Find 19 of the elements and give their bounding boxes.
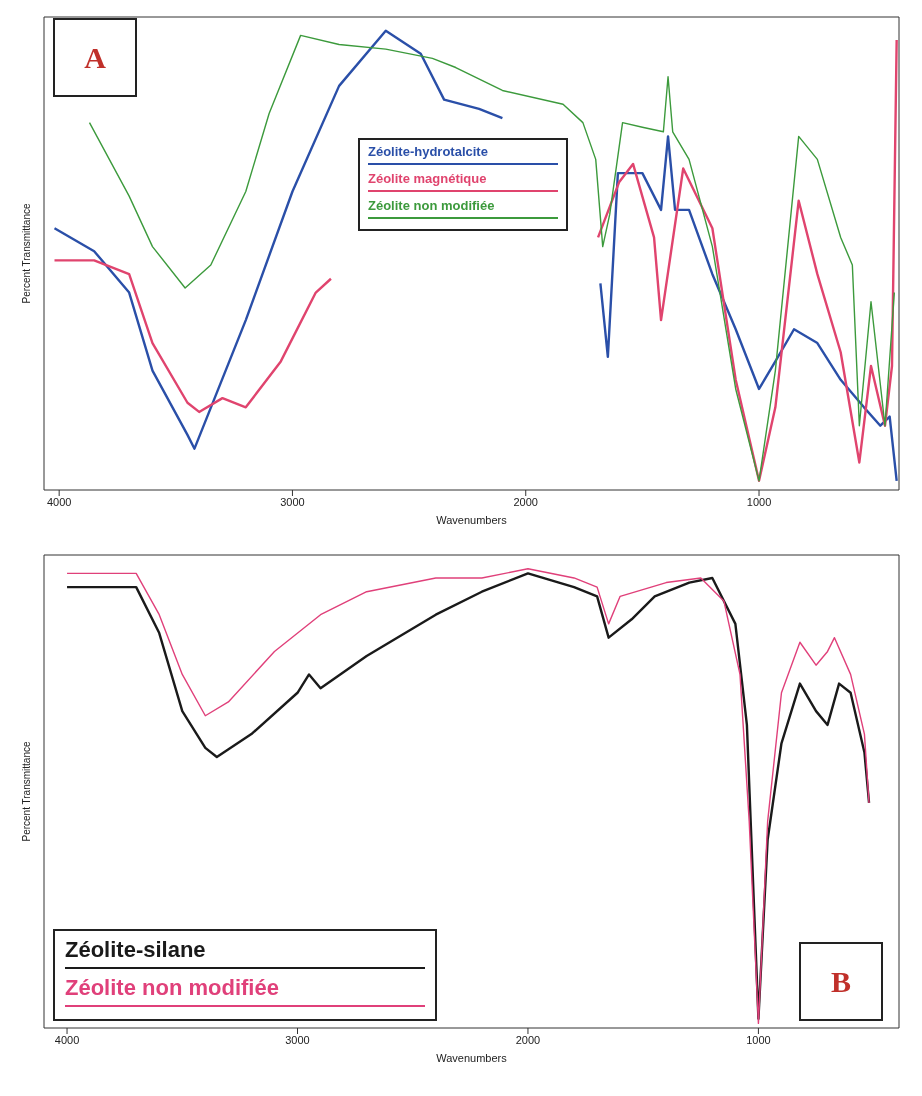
x-tick-label: 1000	[746, 1033, 771, 1046]
x-tick-label: 3000	[280, 495, 305, 508]
text: Zéolite-hydrotalcite	[368, 144, 488, 159]
text: Zéolite-silane	[65, 937, 206, 962]
x-axis-title: Wavenumbers	[436, 514, 508, 526]
x-tick-label: 3000	[285, 1033, 310, 1046]
text: Zéolite magnétique	[368, 171, 487, 186]
y-axis-title: Percent Transmittance	[20, 741, 32, 842]
annotation: B	[830, 964, 851, 999]
text: Zéolite non modifiée	[65, 975, 279, 1000]
x-axis-title: Wavenumbers	[436, 1052, 508, 1064]
annotation: A	[84, 40, 106, 75]
x-tick-label: 4000	[54, 1033, 80, 1046]
x-tick-label: 4000	[46, 495, 72, 508]
x-tick-label: 2000	[515, 1033, 541, 1046]
text: Zéolite non modifiée	[368, 198, 495, 213]
y-axis-title: Percent Transmittance	[20, 203, 32, 304]
x-tick-label: 2000	[513, 495, 538, 508]
x-tick-label: 1000	[746, 495, 772, 508]
